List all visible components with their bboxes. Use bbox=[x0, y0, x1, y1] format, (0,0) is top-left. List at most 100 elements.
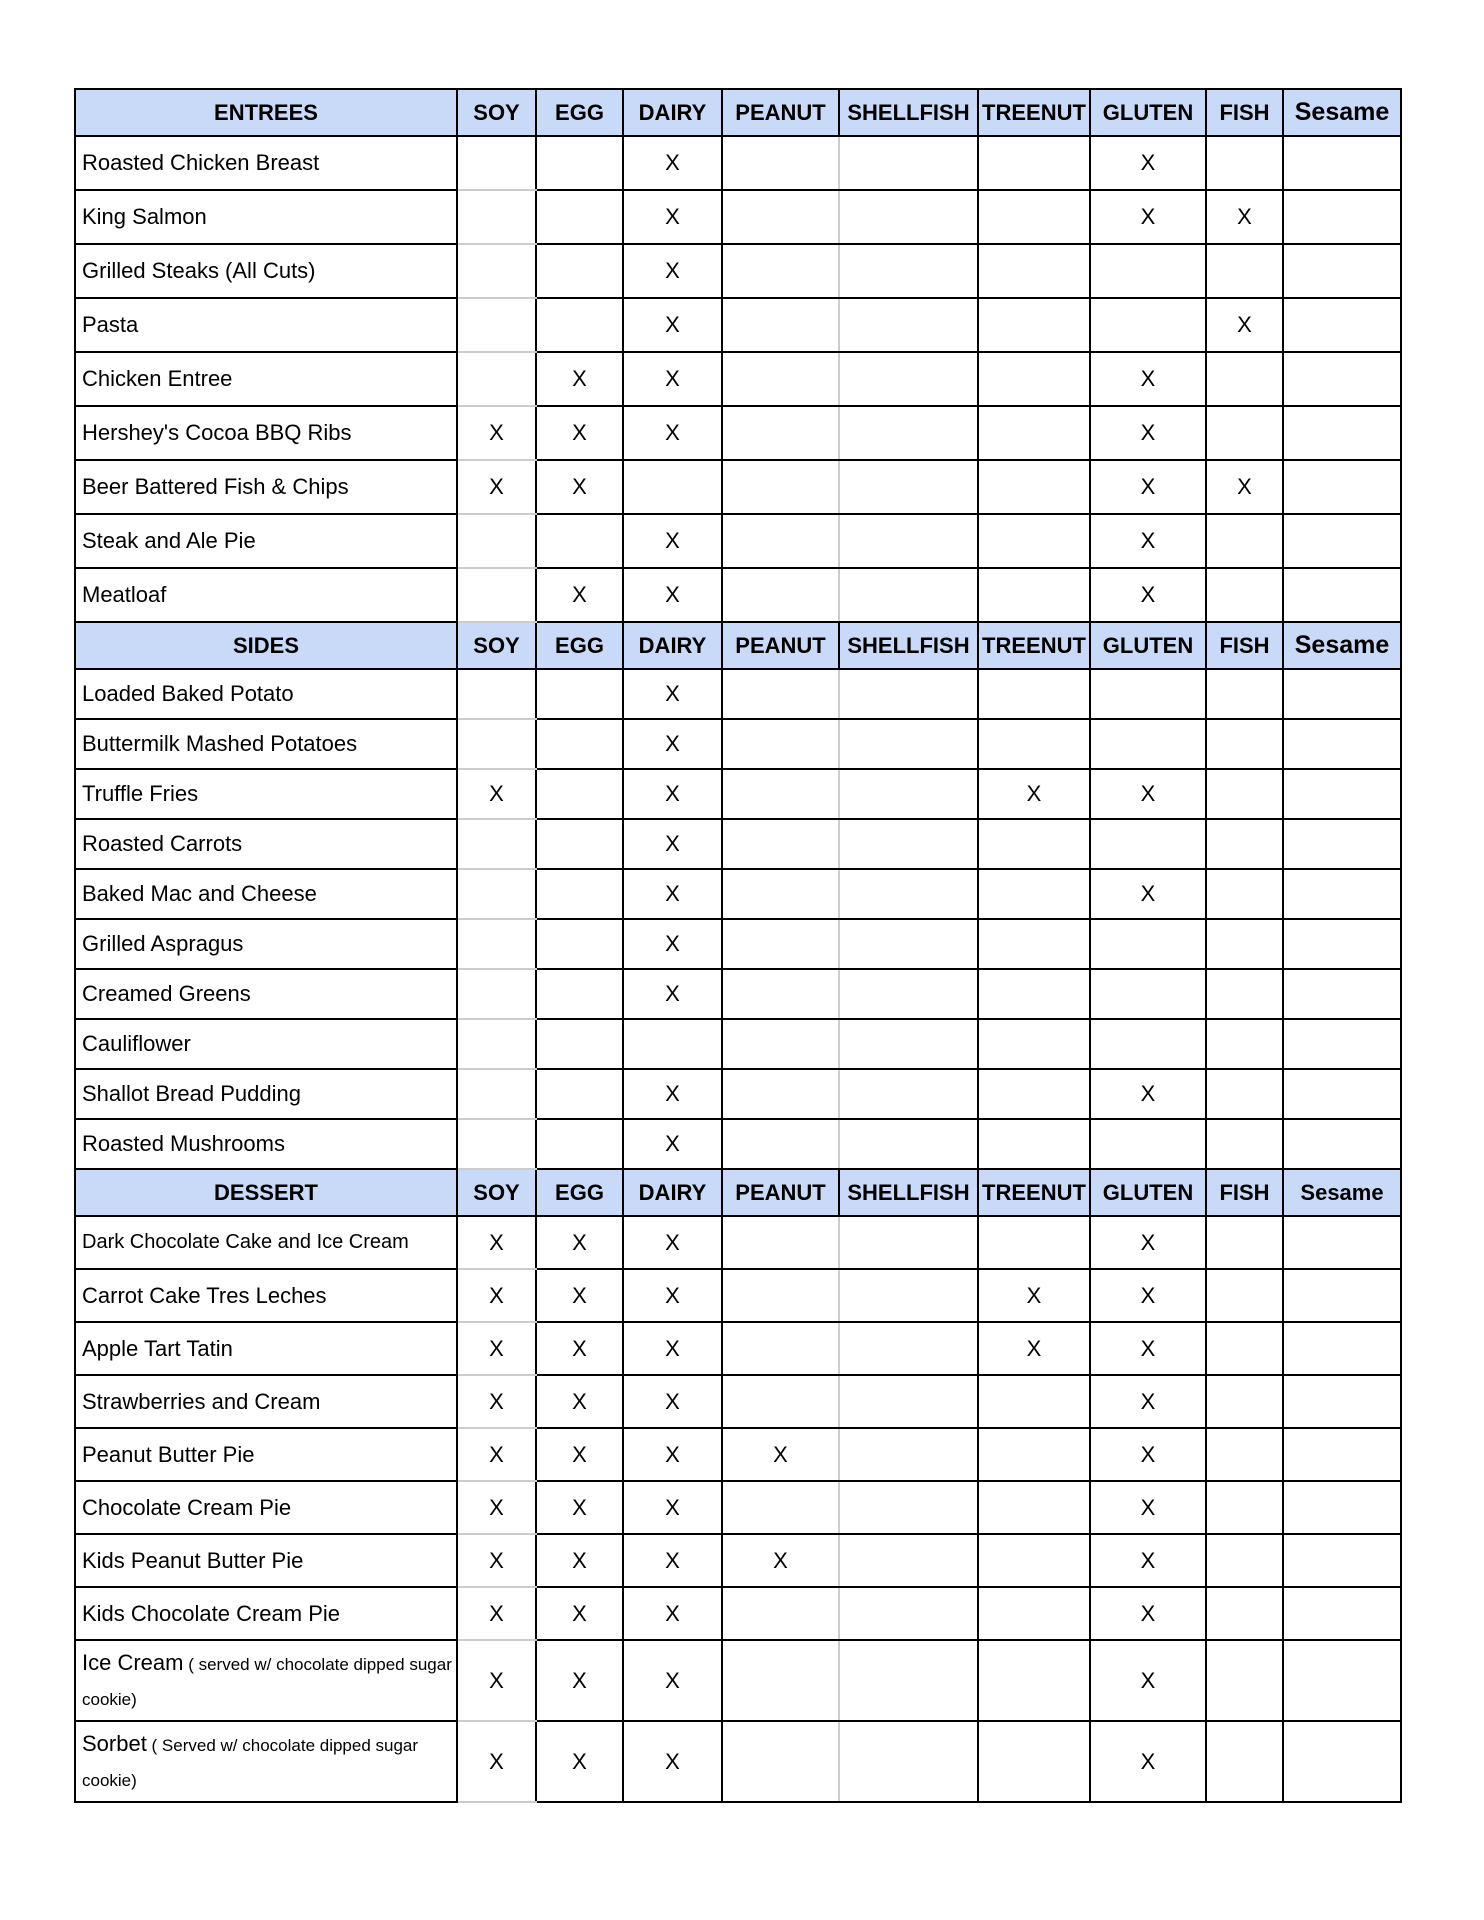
allergen-cell-shellfish bbox=[838, 135, 979, 191]
allergen-cell-fish bbox=[1205, 1586, 1284, 1641]
dish-note: ( served w/ chocolate dipped sugar cooki… bbox=[82, 1654, 452, 1709]
allergen-cell-treenut: X bbox=[977, 768, 1091, 820]
table-row: Sorbet ( Served w/ chocolate dipped suga… bbox=[74, 1720, 1402, 1803]
allergen-cell-egg bbox=[535, 768, 624, 820]
allergen-cell-sesame bbox=[1282, 1268, 1402, 1323]
column-header-fish: FISH bbox=[1205, 1168, 1284, 1217]
allergen-cell-fish bbox=[1205, 243, 1284, 299]
dish-name-text: Beer Battered Fish & Chips bbox=[82, 474, 349, 499]
allergen-cell-egg: X bbox=[535, 1480, 624, 1535]
allergen-cell-shellfish bbox=[838, 718, 979, 770]
allergen-cell-gluten bbox=[1089, 718, 1207, 770]
dish-name: Grilled Steaks (All Cuts) bbox=[74, 243, 458, 299]
dish-name-text: Chicken Entree bbox=[82, 366, 233, 391]
allergen-cell-gluten: X bbox=[1089, 1427, 1207, 1482]
column-header-shellfish: SHELLFISH bbox=[838, 88, 979, 137]
dish-name: Strawberries and Cream bbox=[74, 1374, 458, 1429]
allergen-cell-dairy: X bbox=[622, 718, 723, 770]
dish-name-text: Steak and Ale Pie bbox=[82, 528, 256, 553]
dish-name: Dark Chocolate Cake and Ice Cream bbox=[74, 1215, 458, 1270]
allergen-cell-sesame bbox=[1282, 1639, 1402, 1722]
dish-name-text: Cauliflower bbox=[82, 1031, 191, 1056]
allergen-cell-egg bbox=[535, 718, 624, 770]
allergen-cell-treenut bbox=[977, 918, 1091, 970]
section-title: DESSERT bbox=[74, 1168, 458, 1217]
allergen-cell-soy: X bbox=[456, 1374, 537, 1429]
allergen-cell-gluten: X bbox=[1089, 513, 1207, 569]
allergen-cell-dairy: X bbox=[622, 1321, 723, 1376]
allergen-cell-egg bbox=[535, 868, 624, 920]
allergen-cell-egg bbox=[535, 668, 624, 720]
allergen-cell-egg: X bbox=[535, 1586, 624, 1641]
table-row: Roasted Carrots X bbox=[74, 818, 1402, 870]
allergen-cell-gluten: X bbox=[1089, 768, 1207, 820]
allergen-cell-soy: X bbox=[456, 1639, 537, 1722]
allergen-cell-shellfish bbox=[838, 297, 979, 353]
dish-name: Kids Peanut Butter Pie bbox=[74, 1533, 458, 1588]
dish-name: Cauliflower bbox=[74, 1018, 458, 1070]
allergen-cell-soy bbox=[456, 567, 537, 623]
allergen-cell-sesame bbox=[1282, 405, 1402, 461]
allergen-cell-shellfish bbox=[838, 243, 979, 299]
allergen-cell-treenut bbox=[977, 189, 1091, 245]
allergen-cell-treenut bbox=[977, 1118, 1091, 1170]
allergen-cell-dairy: X bbox=[622, 135, 723, 191]
allergen-cell-fish bbox=[1205, 405, 1284, 461]
allergen-cell-soy bbox=[456, 818, 537, 870]
allergen-cell-egg: X bbox=[535, 1427, 624, 1482]
allergen-cell-shellfish bbox=[838, 1639, 979, 1722]
column-header-shellfish: SHELLFISH bbox=[838, 1168, 979, 1217]
allergen-cell-treenut bbox=[977, 1068, 1091, 1120]
allergen-cell-gluten bbox=[1089, 818, 1207, 870]
dessert-header-row: DESSERT SOY EGG DAIRY PEANUT SHELLFISH TREENUT… bbox=[74, 1168, 1402, 1217]
allergen-cell-egg: X bbox=[535, 1268, 624, 1323]
table-row: Strawberries and Cream X X X X bbox=[74, 1374, 1402, 1429]
column-header-soy: SOY bbox=[456, 1168, 537, 1217]
allergen-cell-dairy: X bbox=[622, 243, 723, 299]
allergen-cell-dairy: X bbox=[622, 351, 723, 407]
dish-name: Loaded Baked Potato bbox=[74, 668, 458, 720]
allergen-cell-egg bbox=[535, 1018, 624, 1070]
column-header-gluten: GLUTEN bbox=[1089, 621, 1207, 670]
allergen-cell-treenut bbox=[977, 1018, 1091, 1070]
allergen-cell-treenut bbox=[977, 1586, 1091, 1641]
allergen-cell-soy bbox=[456, 1118, 537, 1170]
allergen-cell-gluten: X bbox=[1089, 459, 1207, 515]
allergen-cell-sesame bbox=[1282, 1018, 1402, 1070]
column-header-gluten: GLUTEN bbox=[1089, 1168, 1207, 1217]
table-row: Beer Battered Fish & Chips X X X X bbox=[74, 459, 1402, 515]
allergen-cell-fish bbox=[1205, 1427, 1284, 1482]
allergen-cell-shellfish bbox=[838, 1427, 979, 1482]
column-header-soy: SOY bbox=[456, 621, 537, 670]
column-header-gluten: GLUTEN bbox=[1089, 88, 1207, 137]
allergen-cell-sesame bbox=[1282, 1480, 1402, 1535]
allergen-cell-dairy: X bbox=[622, 1533, 723, 1588]
column-header-soy: SOY bbox=[456, 88, 537, 137]
allergen-cell-fish bbox=[1205, 1374, 1284, 1429]
allergen-cell-soy: X bbox=[456, 405, 537, 461]
allergen-cell-soy bbox=[456, 668, 537, 720]
dish-name: Kids Chocolate Cream Pie bbox=[74, 1586, 458, 1641]
dish-name: Apple Tart Tatin bbox=[74, 1321, 458, 1376]
allergen-cell-dairy: X bbox=[622, 768, 723, 820]
table-row: Grilled Steaks (All Cuts) X bbox=[74, 243, 1402, 299]
allergen-cell-egg bbox=[535, 968, 624, 1020]
allergen-cell-shellfish bbox=[838, 1068, 979, 1120]
table-row: Apple Tart Tatin X X X X X bbox=[74, 1321, 1402, 1376]
allergen-cell-egg: X bbox=[535, 459, 624, 515]
allergen-cell-dairy: X bbox=[622, 868, 723, 920]
allergen-cell-soy bbox=[456, 189, 537, 245]
dish-name: Baked Mac and Cheese bbox=[74, 868, 458, 920]
allergen-cell-fish bbox=[1205, 918, 1284, 970]
allergen-cell-dairy bbox=[622, 1018, 723, 1070]
allergen-cell-gluten: X bbox=[1089, 1374, 1207, 1429]
allergen-cell-fish bbox=[1205, 1639, 1284, 1722]
allergen-cell-fish bbox=[1205, 718, 1284, 770]
allergen-cell-peanut bbox=[721, 668, 840, 720]
allergen-cell-shellfish bbox=[838, 1321, 979, 1376]
allergen-cell-gluten: X bbox=[1089, 1215, 1207, 1270]
allergen-cell-shellfish bbox=[838, 1480, 979, 1535]
allergen-cell-treenut bbox=[977, 297, 1091, 353]
dish-name-text: Dark Chocolate Cake and Ice Cream bbox=[82, 1231, 409, 1253]
allergen-cell-sesame bbox=[1282, 1427, 1402, 1482]
